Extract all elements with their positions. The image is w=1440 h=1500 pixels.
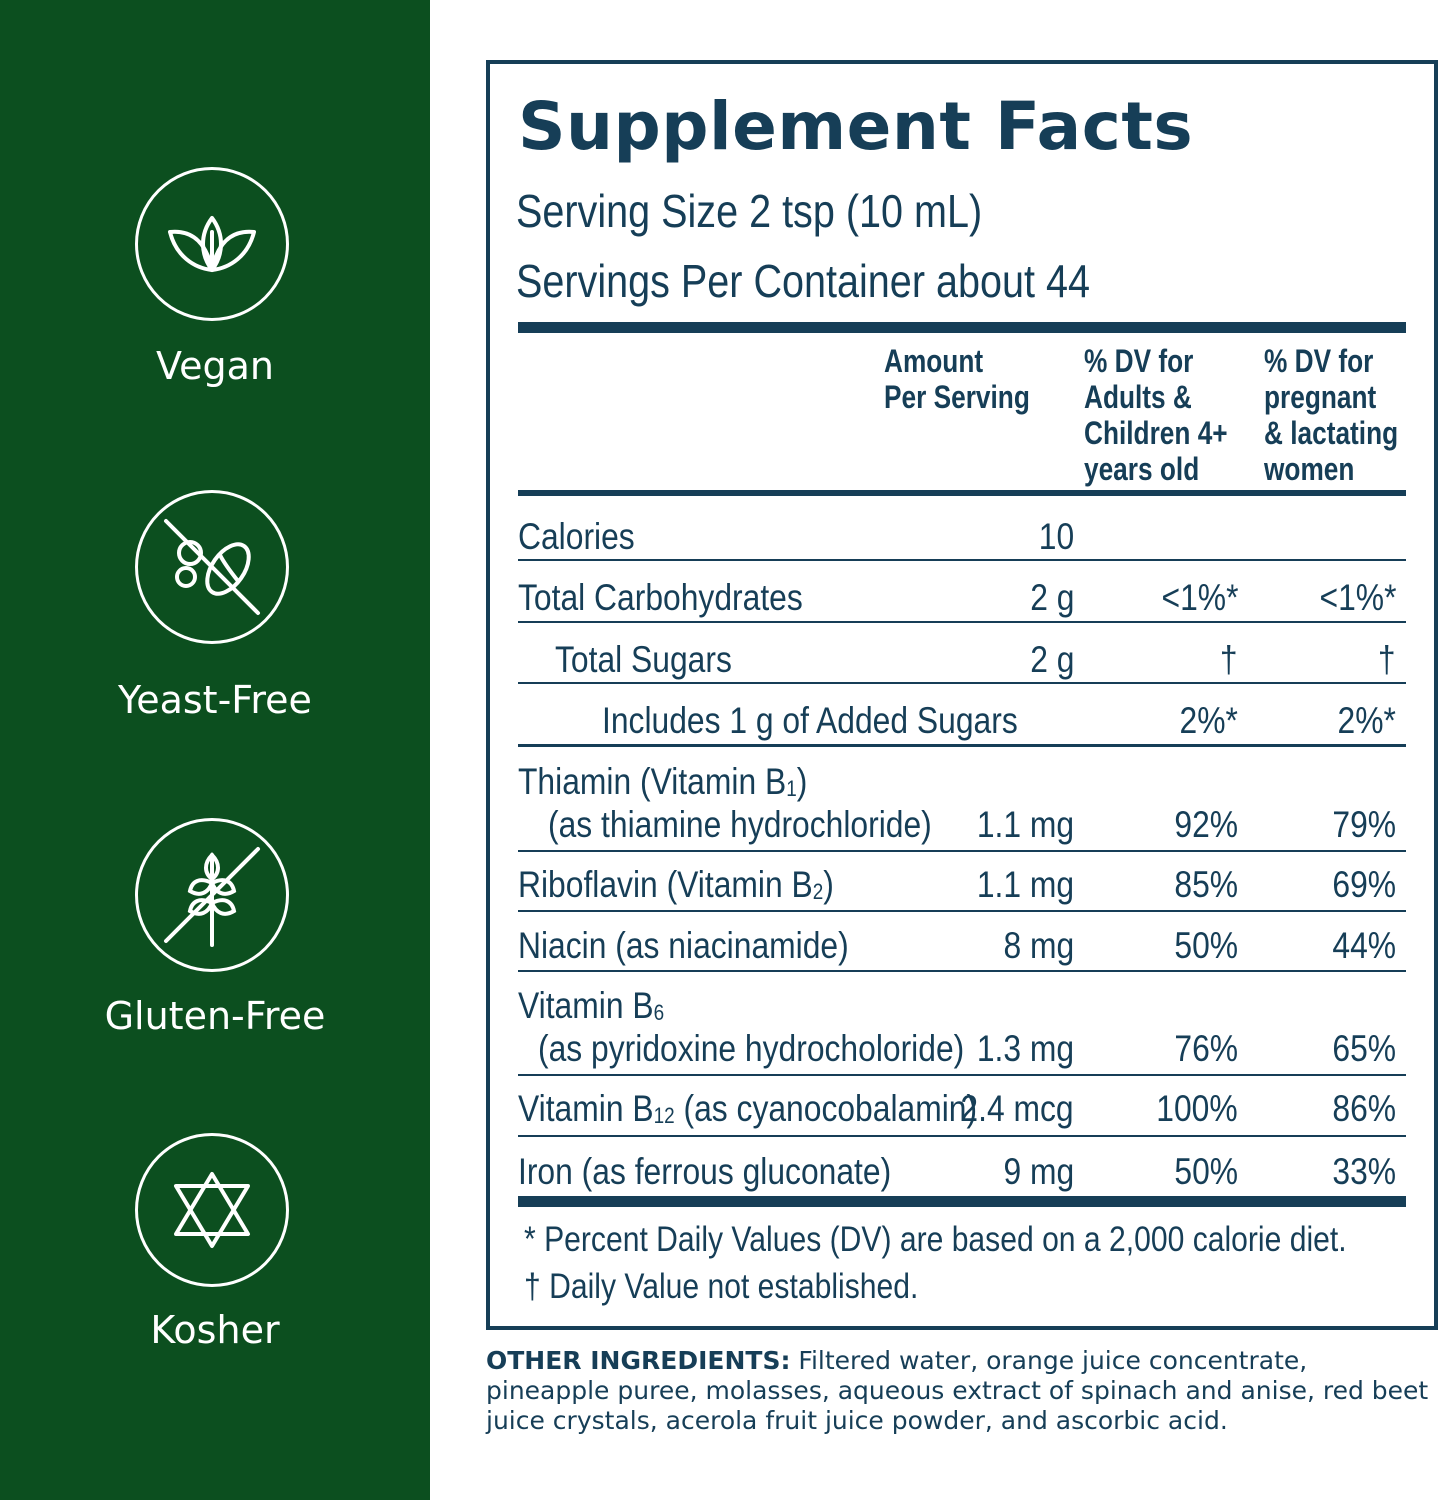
row-source: (as thiamine hydrochloride) <box>548 804 932 845</box>
header-line: years old <box>1084 451 1200 487</box>
facts-title: Supplement Facts <box>518 88 1194 165</box>
gluten-free-label: Gluten-Free <box>104 994 326 1038</box>
servings-per-container: Servings Per Container about 44 <box>516 255 1090 307</box>
header-line: Adults & <box>1084 379 1192 415</box>
row-dv-adults: 50% <box>1174 1151 1238 1192</box>
row-dv-adults: 50% <box>1174 925 1238 966</box>
row-amount: 10 <box>1038 516 1074 557</box>
other-ingredients-label: OTHER INGREDIENTS: <box>486 1346 791 1375</box>
subscript: 1 <box>786 776 797 801</box>
column-dv-adults-header: % DV for Adults & Children 4+ years old <box>1084 343 1228 487</box>
bottom-thick-rule <box>518 1196 1406 1207</box>
yeast-free-label: Yeast-Free <box>118 678 312 722</box>
header-rule <box>518 490 1406 496</box>
vegan-label: Vegan <box>156 344 274 388</box>
row-source: (as pyridoxine hydrocholoride) <box>538 1028 965 1069</box>
nutrient-name: Vitamin B <box>518 985 654 1026</box>
nutrient-name: Thiamin (Vitamin B <box>518 761 787 802</box>
row-amount: 9 mg <box>1003 1151 1074 1192</box>
row-amount: 1.1 mg <box>976 804 1074 845</box>
other-ingredients: OTHER INGREDIENTS: Filtered water, orang… <box>486 1346 1436 1436</box>
row-name: Calories <box>518 516 635 557</box>
leaf-icon <box>135 167 289 321</box>
row-name: Thiamin (Vitamin B1) <box>518 761 807 803</box>
row-divider <box>518 1074 1406 1076</box>
row-name: Riboflavin (Vitamin B2) <box>518 864 834 906</box>
badge-sidebar: Vegan Yeast-Free Gluten-Free Kosher <box>0 0 430 1500</box>
row-dv-pregnant: 86% <box>1332 1088 1396 1129</box>
row-dv-pregnant: 44% <box>1332 925 1396 966</box>
header-line: % DV for <box>1264 343 1374 379</box>
row-amount: 2.4 mcg <box>960 1088 1074 1129</box>
row-amount: 8 mg <box>1003 925 1074 966</box>
row-dv-adults: 85% <box>1174 864 1238 905</box>
kosher-label: Kosher <box>150 1308 280 1352</box>
row-amount: 2 g <box>1029 639 1074 680</box>
column-dv-pregnant-header: % DV for pregnant & lactating women <box>1264 343 1398 487</box>
row-dv-adults: 92% <box>1174 804 1238 845</box>
row-name: Iron (as ferrous gluconate) <box>518 1151 892 1192</box>
row-dv-pregnant: 33% <box>1332 1151 1396 1192</box>
header-line: % DV for <box>1084 343 1194 379</box>
row-dv-adults: 76% <box>1174 1028 1238 1069</box>
header-line: pregnant <box>1264 379 1377 415</box>
nutrient-name-end: (as cyanocobalamin) <box>674 1088 978 1129</box>
row-dv-adults: 2%* <box>1179 700 1238 741</box>
thick-rule <box>518 322 1406 333</box>
header-line: & lactating <box>1264 415 1399 451</box>
row-divider <box>518 970 1406 972</box>
subscript: 12 <box>653 1103 675 1128</box>
row-dv-adults: <1%* <box>1161 577 1238 618</box>
row-divider <box>518 910 1406 912</box>
supplement-facts-panel <box>486 60 1438 1330</box>
row-name: Total Carbohydrates <box>518 577 803 618</box>
header-line: Amount <box>884 343 984 379</box>
no-wheat-icon <box>135 818 289 972</box>
row-dv-pregnant: 65% <box>1332 1028 1396 1069</box>
row-name: Niacin (as niacinamide) <box>518 925 849 966</box>
nutrient-name: Vitamin B <box>518 1088 654 1129</box>
header-line: Per Serving <box>884 379 1030 415</box>
footnote-dv: * Percent Daily Values (DV) are based on… <box>524 1220 1347 1259</box>
row-divider <box>518 621 1406 623</box>
footnote-dagger: † Daily Value not established. <box>524 1267 919 1306</box>
row-divider <box>518 1135 1406 1137</box>
row-amount: 1.1 mg <box>976 864 1074 905</box>
row-divider <box>518 744 1406 747</box>
row-divider <box>518 559 1406 561</box>
row-dv-pregnant: † <box>1378 639 1396 680</box>
row-divider <box>518 682 1406 684</box>
row-dv-pregnant: 2%* <box>1337 700 1396 741</box>
subscript: 2 <box>812 879 824 904</box>
row-dv-adults: † <box>1220 639 1238 680</box>
serving-size: Serving Size 2 tsp (10 mL) <box>516 185 983 237</box>
subscript: 6 <box>653 1000 665 1025</box>
row-name: Includes 1 g of Added Sugars <box>602 700 1018 741</box>
nutrient-name-end: ) <box>796 761 808 802</box>
column-amount-header: Amount Per Serving <box>884 343 1030 415</box>
row-dv-adults: 100% <box>1156 1088 1238 1129</box>
row-amount: 1.3 mg <box>976 1028 1074 1069</box>
nutrient-name: Riboflavin (Vitamin B <box>518 864 813 905</box>
row-name: Vitamin B6 <box>518 985 664 1027</box>
row-dv-pregnant: 69% <box>1332 864 1396 905</box>
row-name: Total Sugars <box>555 639 732 680</box>
nutrient-name-end: ) <box>823 864 834 905</box>
header-line: Children 4+ <box>1084 415 1228 451</box>
row-name: Vitamin B12 (as cyanocobalamin) <box>518 1088 977 1130</box>
other-ingredients-text: Filtered water, orange juice concentrate… <box>486 1346 1429 1435</box>
header-line: women <box>1264 451 1355 487</box>
no-yeast-icon <box>135 490 289 644</box>
row-amount: 2 g <box>1029 577 1074 618</box>
row-dv-pregnant: 79% <box>1332 804 1396 845</box>
row-divider <box>518 850 1406 852</box>
star-of-david-icon <box>135 1133 289 1287</box>
row-dv-pregnant: <1%* <box>1319 577 1396 618</box>
